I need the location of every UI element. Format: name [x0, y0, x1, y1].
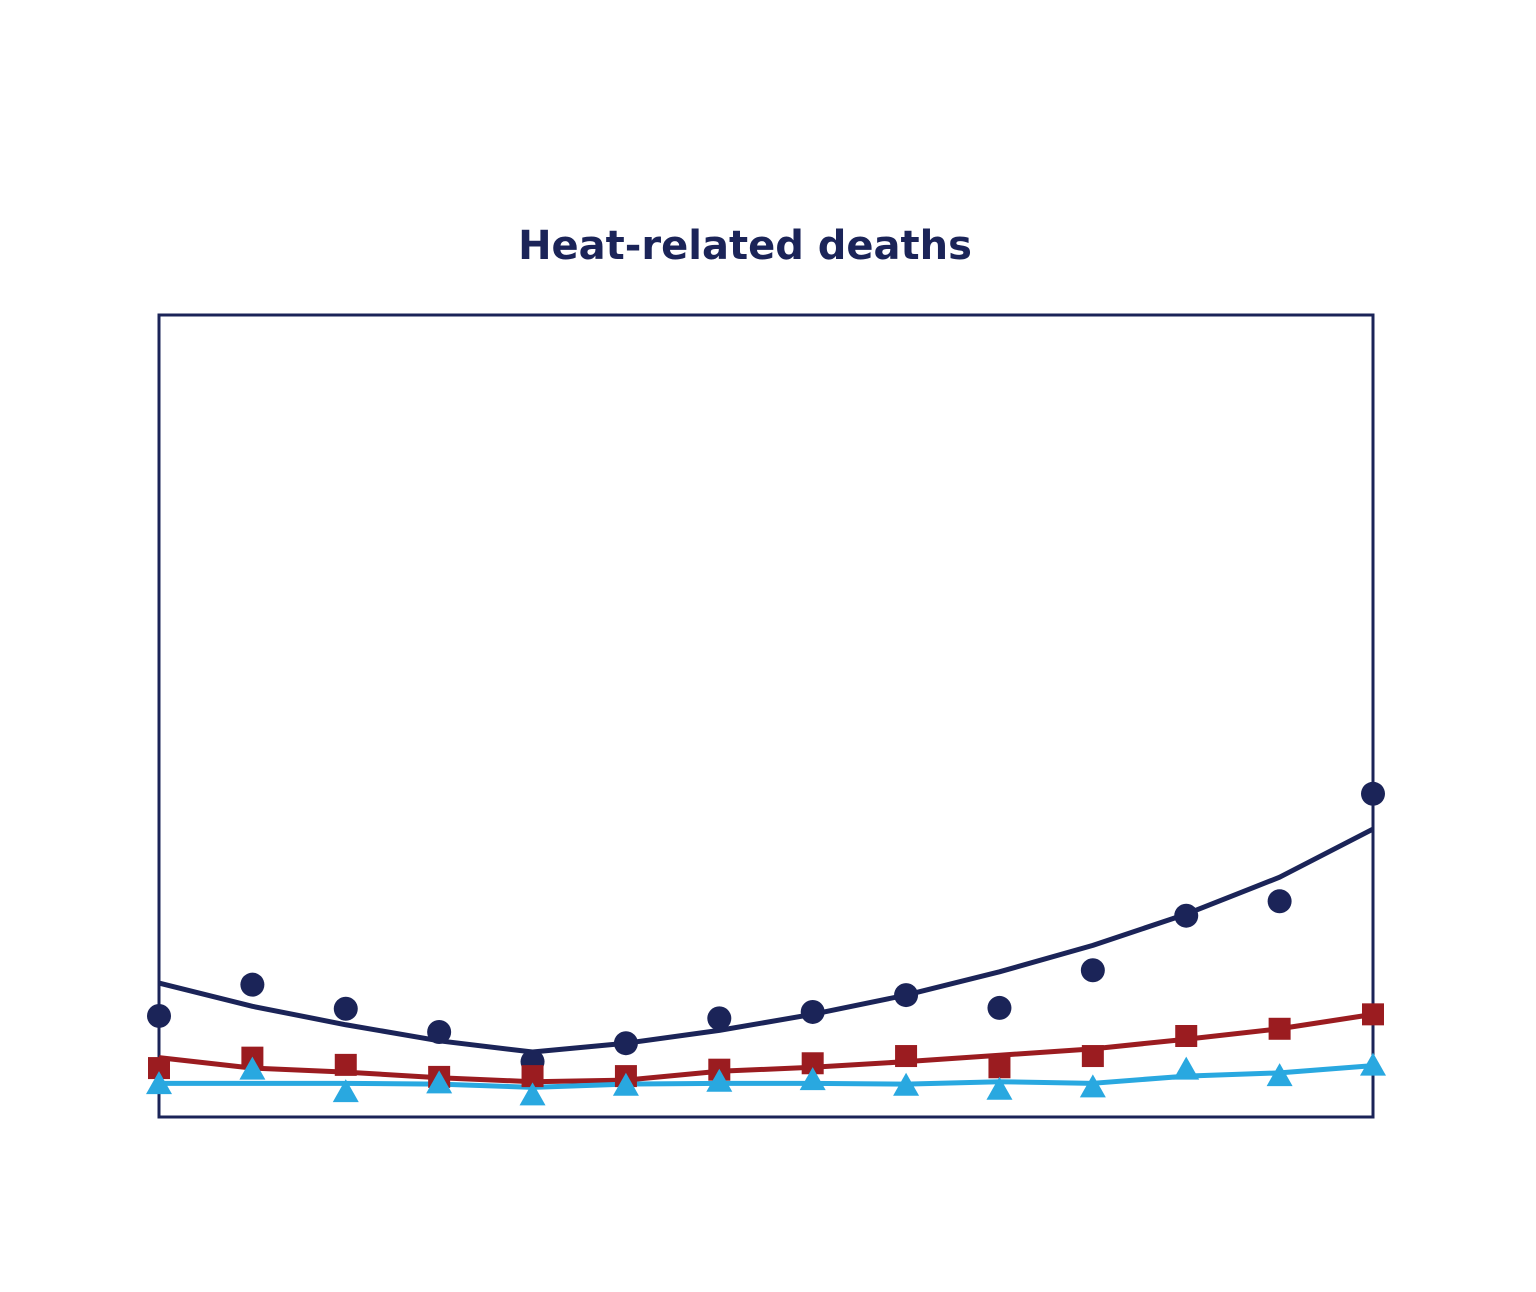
point: [1360, 1052, 1386, 1076]
point: [799, 1067, 826, 1091]
point: [147, 1003, 171, 1028]
point: [1266, 1063, 1293, 1087]
trend-line: [158, 826, 1375, 1055]
point: [426, 1070, 453, 1094]
point: [1361, 781, 1385, 806]
point: [333, 996, 358, 1021]
point: [148, 1057, 170, 1080]
point: [1080, 958, 1105, 983]
point: [706, 1068, 733, 1092]
point: [893, 1072, 920, 1096]
point: [1175, 1024, 1198, 1047]
point: [334, 1053, 357, 1076]
point: [707, 1006, 732, 1031]
point: [987, 995, 1012, 1020]
point: [613, 1031, 638, 1056]
point: [1268, 1017, 1291, 1040]
trend-line: [158, 1011, 1374, 1085]
point: [1362, 1003, 1384, 1026]
point: [894, 983, 919, 1008]
point: [1173, 1056, 1200, 1080]
point: [801, 1052, 824, 1075]
point: [146, 1071, 172, 1095]
point: [240, 972, 265, 997]
point: [521, 1065, 544, 1088]
point: [612, 1072, 639, 1096]
point: [1079, 1074, 1106, 1098]
point: [1174, 903, 1199, 928]
point: [519, 1082, 546, 1106]
point: [895, 1045, 918, 1068]
point: [332, 1079, 359, 1103]
plot-frame: [157, 313, 1375, 1119]
point: [988, 1056, 1011, 1079]
point: [986, 1076, 1013, 1100]
point: [239, 1056, 266, 1080]
trend-line: [159, 1063, 1374, 1090]
chart-title: Heat-related deaths: [518, 223, 972, 269]
point: [1267, 889, 1292, 914]
point: [1081, 1045, 1104, 1068]
point: [427, 1019, 452, 1044]
point: [800, 999, 825, 1024]
